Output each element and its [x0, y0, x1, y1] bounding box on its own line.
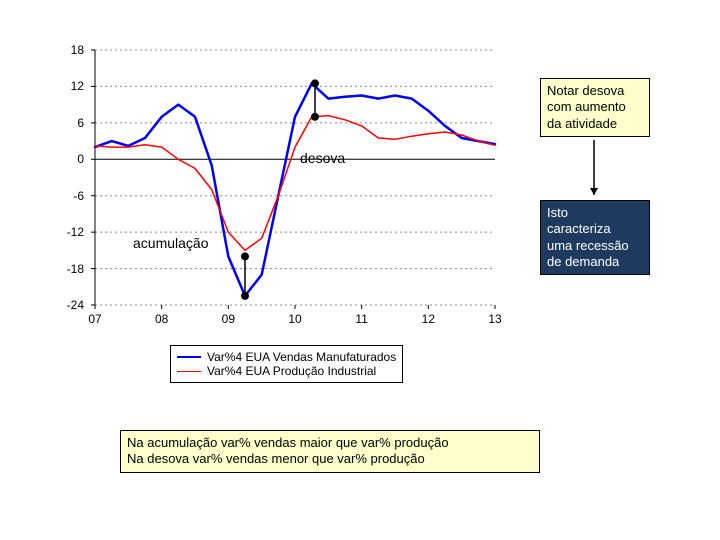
- legend-label: Var%4 EUA Vendas Manufaturados: [207, 350, 396, 364]
- note-isto-text: Istocaracterizauma recessãode demanda: [547, 205, 629, 269]
- note-notar-text: Notar desovacom aumentoda atividade: [547, 83, 626, 131]
- legend-swatch: [177, 356, 201, 358]
- note-notar-desova: Notar desovacom aumentoda atividade: [540, 78, 650, 137]
- page-root: -24-18-12-6061218 07080910111213 desova …: [0, 0, 720, 540]
- label-acumulacao: acumulação: [133, 235, 209, 251]
- legend-label: Var%4 EUA Produção Industrial: [207, 364, 376, 378]
- legend-item: Var%4 EUA Vendas Manufaturados: [177, 350, 396, 364]
- note-isto-caracteriza: Istocaracterizauma recessãode demanda: [540, 200, 650, 275]
- label-desova: desova: [300, 150, 345, 166]
- legend-item: Var%4 EUA Produção Industrial: [177, 364, 396, 378]
- legend-swatch: [177, 371, 201, 372]
- footnote-line1: Na acumulação var% vendas maior que var%…: [127, 435, 533, 451]
- legend: Var%4 EUA Vendas ManufaturadosVar%4 EUA …: [170, 345, 403, 383]
- footnote-box: Na acumulação var% vendas maior que var%…: [120, 430, 540, 473]
- footnote-line2: Na desova var% vendas menor que var% pro…: [127, 451, 533, 467]
